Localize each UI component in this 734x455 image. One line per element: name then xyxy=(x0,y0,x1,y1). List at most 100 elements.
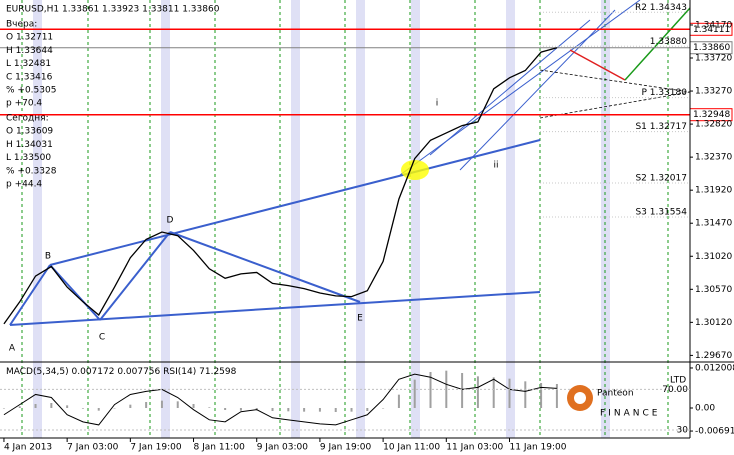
macd-bar xyxy=(176,401,179,408)
x-tick-label: 11 Jan 03:00 xyxy=(446,443,503,453)
trend-line xyxy=(99,231,171,321)
x-tick-label: 10 Jan 11:00 xyxy=(383,443,440,453)
wave-label: E xyxy=(357,314,363,324)
macd-bar xyxy=(540,383,543,408)
macd-bar xyxy=(2,408,5,409)
y-tick-label: 1.32370 xyxy=(695,153,732,163)
session-band xyxy=(33,0,42,438)
macd-bar xyxy=(445,370,448,408)
x-tick-label: 11 Jan 19:00 xyxy=(510,443,567,453)
macd-bar xyxy=(208,407,211,408)
y-tick-label: 1.30570 xyxy=(695,285,732,295)
pivot-label: 1.33880 xyxy=(650,37,687,47)
trend-line xyxy=(9,264,51,326)
info-line: H 1.33644 xyxy=(6,46,53,56)
info-line: p +70.4 xyxy=(6,99,42,109)
wave-label: A xyxy=(9,344,16,354)
pivot-label: R2 1.34343 xyxy=(635,3,687,13)
session-band xyxy=(601,0,610,438)
wave-label: i xyxy=(436,99,439,109)
x-tick-label: 8 Jan 11:00 xyxy=(194,443,246,453)
x-tick-label: 7 Jan 19:00 xyxy=(130,443,182,453)
info-line: L 1.33500 xyxy=(6,153,51,163)
session-band xyxy=(161,0,170,438)
macd-bar xyxy=(334,408,337,412)
macd-bar xyxy=(18,406,21,408)
y-tick-label: 1.33270 xyxy=(695,87,732,97)
x-tick-label: 4 Jan 2013 xyxy=(4,443,52,453)
wave-label: D xyxy=(167,216,174,226)
wave-label: C xyxy=(99,333,105,343)
macd-bar xyxy=(271,408,274,411)
y-tick-label: 1.31470 xyxy=(695,219,732,229)
indicator-tick-label: -0.006914 xyxy=(695,427,734,437)
trend-line xyxy=(539,69,691,93)
macd-bar xyxy=(524,381,527,408)
macd-bar xyxy=(350,408,353,412)
info-line: % +0.3328 xyxy=(6,166,57,176)
y-tick-label: 1.31020 xyxy=(695,252,732,262)
macd-bar xyxy=(66,405,69,408)
indicator-title-part: MACD(5,34,5) xyxy=(6,367,69,377)
macd-bar xyxy=(239,408,242,411)
macd-bar xyxy=(429,372,432,408)
trend-line xyxy=(569,49,626,81)
macd-bar xyxy=(318,408,321,412)
trend-line xyxy=(429,19,591,156)
info-line: H 1.34031 xyxy=(6,140,53,150)
pivot-label: S2 1.32017 xyxy=(635,174,687,184)
level-label: 1.32948 xyxy=(693,110,730,120)
info-line: L 1.32481 xyxy=(6,59,51,69)
rsi-tick-label: 30 xyxy=(677,425,689,435)
macd-bar xyxy=(397,394,400,408)
level-label: 1.33860 xyxy=(693,43,730,53)
macd-bar xyxy=(508,378,511,408)
x-tick-label: 7 Jan 03:00 xyxy=(67,443,119,453)
indicator-title-part: 71.2598 xyxy=(199,367,236,377)
trend-line xyxy=(169,231,361,303)
price-line xyxy=(3,47,558,325)
indicator-title: MACD(5,34,5) 0.007172 0.007756 RSI(14) 7… xyxy=(6,367,237,377)
info-line: Сегодня: xyxy=(6,114,49,124)
macd-bar xyxy=(113,408,116,409)
logo-name: Panteon xyxy=(597,389,634,399)
session-band xyxy=(356,0,365,438)
wave-label: ii xyxy=(493,161,498,171)
info-line: O 1.32711 xyxy=(6,33,53,43)
macd-bar xyxy=(555,384,558,408)
indicator-title-part: RSI(14) xyxy=(163,367,196,377)
info-line: % +0.5305 xyxy=(6,86,56,96)
session-band xyxy=(506,0,515,438)
macd-bar xyxy=(382,408,385,409)
info-line: O 1.33609 xyxy=(6,127,53,137)
macd-bar xyxy=(366,408,369,411)
macd-bar xyxy=(492,377,495,408)
pivot-label: P 1.33180 xyxy=(641,88,687,98)
trend-line xyxy=(624,7,691,81)
logo-mark-inner xyxy=(574,392,586,404)
rsi-tick-label: 70.00 xyxy=(662,385,688,395)
macd-bar xyxy=(476,376,479,408)
macd-bar xyxy=(224,408,227,410)
y-tick-label: 1.33720 xyxy=(695,54,732,64)
wave-label: B xyxy=(45,252,51,262)
logo-sub: FINANCE xyxy=(600,409,660,419)
session-band xyxy=(291,0,300,438)
trend-line xyxy=(539,91,691,119)
macd-bar xyxy=(461,373,464,408)
pivot-label: S3 1.31554 xyxy=(635,208,687,218)
trend-line xyxy=(49,139,541,266)
macd-bar xyxy=(34,404,37,408)
pivot-label: S1 1.32717 xyxy=(635,122,687,132)
macd-bar xyxy=(287,408,290,412)
y-tick-label: 1.32820 xyxy=(695,120,732,130)
chart-title: EURUSD,H1 1.33861 1.33923 1.33811 1.3386… xyxy=(6,5,220,15)
macd-bar xyxy=(50,403,53,408)
macd-bar xyxy=(255,408,258,411)
session-band xyxy=(411,0,420,438)
macd-bar xyxy=(81,408,84,409)
macd-bar xyxy=(160,400,163,408)
x-tick-label: 9 Jan 19:00 xyxy=(320,443,372,453)
